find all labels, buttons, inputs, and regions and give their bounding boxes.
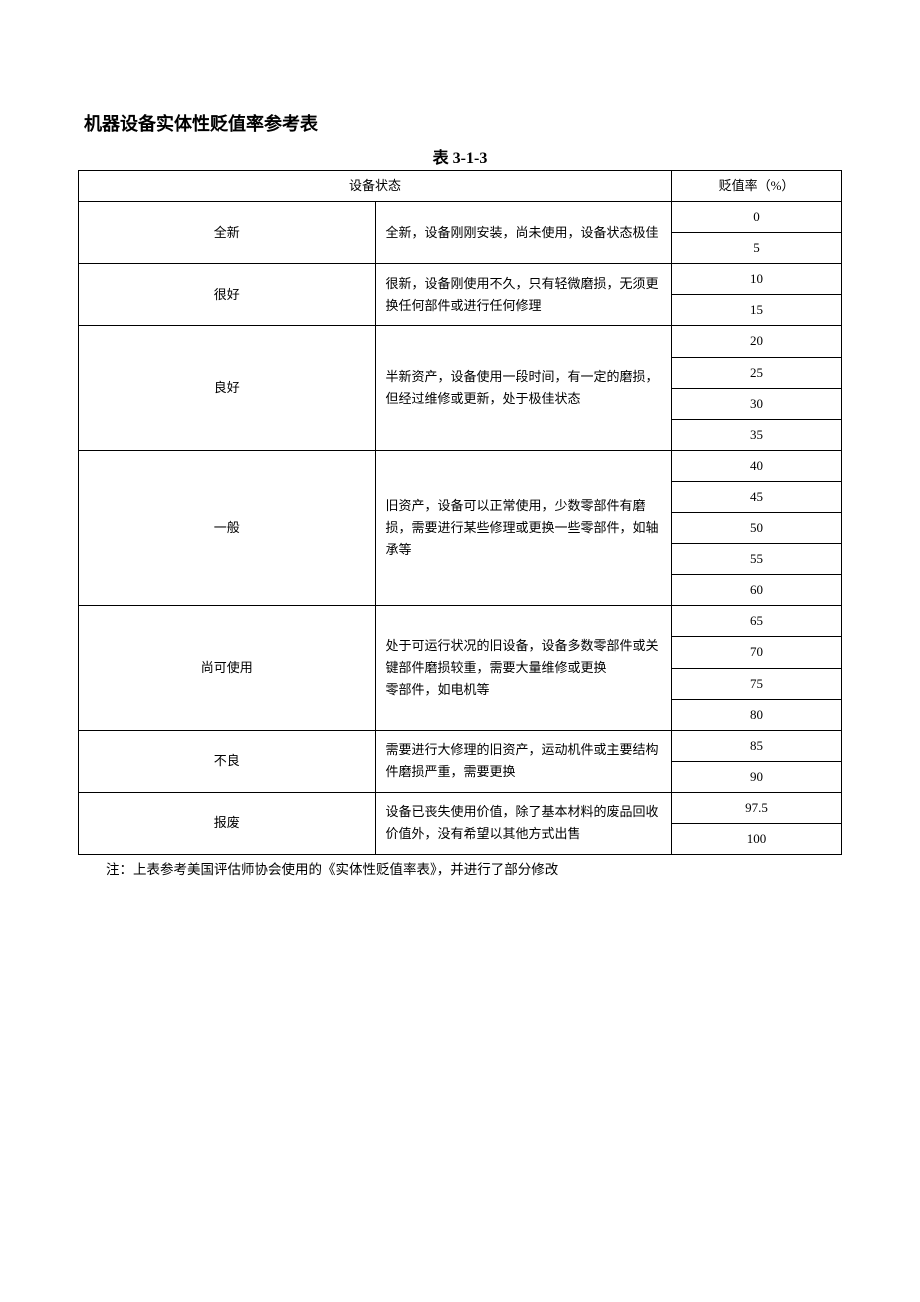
- rate-cell: 35: [672, 419, 842, 450]
- description-cell: 设备已丧失使用价值，除了基本材料的废品回收价值外，没有希望以其他方式出售: [375, 792, 672, 854]
- rate-cell: 5: [672, 233, 842, 264]
- rate-cell: 60: [672, 575, 842, 606]
- description-cell: 旧资产，设备可以正常使用，少数零部件有磨损，需要进行某些修理或更换一些零部件，如…: [375, 450, 672, 605]
- rate-cell: 97.5: [672, 792, 842, 823]
- rate-cell: 75: [672, 668, 842, 699]
- table-row: 报废设备已丧失使用价值，除了基本材料的废品回收价值外，没有希望以其他方式出售97…: [79, 792, 842, 823]
- rate-cell: 40: [672, 450, 842, 481]
- description-cell: 很新，设备刚使用不久，只有轻微磨损，无须更换任何部件或进行任何修理: [375, 264, 672, 326]
- description-cell: 全新，设备刚刚安装，尚未使用，设备状态极佳: [375, 202, 672, 264]
- table-row: 尚可使用处于可运行状况的旧设备，设备多数零部件或关键部件磨损较重，需要大量维修或…: [79, 606, 842, 637]
- table-row: 一般旧资产，设备可以正常使用，少数零部件有磨损，需要进行某些修理或更换一些零部件…: [79, 450, 842, 481]
- category-cell: 全新: [79, 202, 376, 264]
- rate-cell: 85: [672, 730, 842, 761]
- table-body: 全新全新，设备刚刚安装，尚未使用，设备状态极佳05很好很新，设备刚使用不久，只有…: [79, 202, 842, 855]
- table-number: 表 3-1-3: [78, 144, 842, 168]
- category-cell: 尚可使用: [79, 606, 376, 730]
- rate-cell: 0: [672, 202, 842, 233]
- rate-cell: 80: [672, 699, 842, 730]
- rate-cell: 15: [672, 295, 842, 326]
- column-header-status: 设备状态: [79, 171, 672, 202]
- table-footnote: 注：上表参考美国评估师协会使用的《实体性贬值率表》，并进行了部分修改: [106, 859, 842, 881]
- table-row: 良好半新资产，设备使用一段时间，有一定的磨损，但经过维修或更新，处于极佳状态20: [79, 326, 842, 357]
- depreciation-table: 设备状态 贬值率（%） 全新全新，设备刚刚安装，尚未使用，设备状态极佳05很好很…: [78, 170, 842, 855]
- rate-cell: 25: [672, 357, 842, 388]
- category-cell: 报废: [79, 792, 376, 854]
- category-cell: 很好: [79, 264, 376, 326]
- rate-cell: 100: [672, 823, 842, 854]
- table-row: 不良需要进行大修理的旧资产，运动机件或主要结构件磨损严重，需要更换85: [79, 730, 842, 761]
- table-header-row: 设备状态 贬值率（%）: [79, 171, 842, 202]
- description-cell: 需要进行大修理的旧资产，运动机件或主要结构件磨损严重，需要更换: [375, 730, 672, 792]
- table-row: 全新全新，设备刚刚安装，尚未使用，设备状态极佳0: [79, 202, 842, 233]
- column-header-rate: 贬值率（%）: [672, 171, 842, 202]
- rate-cell: 65: [672, 606, 842, 637]
- rate-cell: 90: [672, 761, 842, 792]
- rate-cell: 45: [672, 481, 842, 512]
- rate-cell: 30: [672, 388, 842, 419]
- rate-cell: 70: [672, 637, 842, 668]
- category-cell: 一般: [79, 450, 376, 605]
- document-title: 机器设备实体性贬值率参考表: [84, 110, 842, 136]
- rate-cell: 10: [672, 264, 842, 295]
- table-row: 很好很新，设备刚使用不久，只有轻微磨损，无须更换任何部件或进行任何修理10: [79, 264, 842, 295]
- rate-cell: 20: [672, 326, 842, 357]
- description-cell: 半新资产，设备使用一段时间，有一定的磨损，但经过维修或更新，处于极佳状态: [375, 326, 672, 450]
- category-cell: 良好: [79, 326, 376, 450]
- description-cell: 处于可运行状况的旧设备，设备多数零部件或关键部件磨损较重，需要大量维修或更换 零…: [375, 606, 672, 730]
- rate-cell: 55: [672, 544, 842, 575]
- rate-cell: 50: [672, 513, 842, 544]
- category-cell: 不良: [79, 730, 376, 792]
